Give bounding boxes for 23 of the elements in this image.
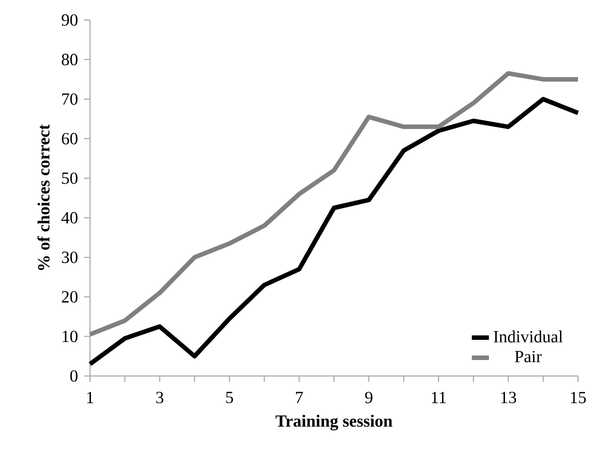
y-tick-label: 40	[61, 212, 78, 224]
x-tick-label: 7	[296, 392, 303, 403]
x-tick-label: 9	[365, 392, 372, 404]
x-axis-title: Training session	[276, 414, 392, 430]
y-tick-label: 50	[62, 172, 78, 184]
x-tick-label: 1	[87, 392, 94, 404]
x-tick-label: 5	[226, 392, 234, 404]
y-axis-title: % of choices correct	[37, 124, 50, 270]
x-tick-label: 13	[501, 392, 516, 404]
y-tick-label: 70	[62, 93, 78, 105]
x-tick-label: 15	[570, 392, 586, 404]
legend-label: Individual	[494, 330, 563, 342]
x-tick-label: 11	[432, 392, 446, 404]
x-tick-label: 3	[156, 392, 164, 404]
y-tick-label: 20	[62, 291, 78, 303]
y-tick-label: 0	[70, 370, 78, 382]
y-tick-label: 80	[62, 54, 78, 66]
legend-label: Pair	[514, 350, 542, 362]
y-tick-label: 90	[62, 14, 78, 26]
y-tick-label: 10	[62, 330, 78, 342]
y-tick-label: 30	[62, 252, 78, 264]
y-tick-label: 60	[62, 132, 78, 144]
line-series	[88, 96, 580, 366]
